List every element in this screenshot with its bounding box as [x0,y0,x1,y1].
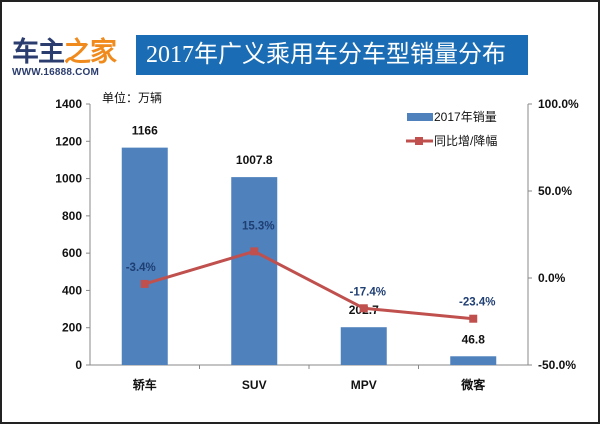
bar-value-label: 1166 [132,124,158,138]
logo: 车主之家 WWW.16888.COM [12,37,124,78]
line-marker [359,304,368,313]
logo-text: 车主之家 [12,37,124,67]
left-tick-label: 1200 [55,134,82,148]
line-marker [250,247,259,256]
category-label: 轿车 [133,377,157,392]
left-tick-label: 1400 [55,97,82,111]
bar [450,356,497,365]
left-tick-label: 1000 [55,172,82,186]
logo-name-a: 车主 [12,37,65,67]
line-marker [469,314,478,323]
bar-value-label: 46.8 [462,332,486,346]
right-tick-label: 0.0% [538,271,566,285]
category-label: MPV [351,378,377,392]
category-label: SUV [242,378,267,392]
category-label: 微客 [460,377,486,392]
right-tick-label: -50.0% [538,358,576,372]
legend-bar-label: 2017年销量 [434,110,497,124]
line-value-label: -23.4% [459,297,495,309]
bar-value-label: 1007.8 [236,153,273,167]
bar [231,177,278,365]
logo-url: WWW.16888.COM [12,67,100,78]
left-tick-label: 0 [75,358,82,372]
right-tick-label: 50.0% [538,184,572,198]
left-tick-label: 800 [62,209,82,223]
left-tick-label: 400 [62,283,82,297]
line-value-label: 15.3% [242,220,275,232]
bar [121,147,168,365]
chart-title: 2017年广义乘用车分车型销量分布 [136,35,528,75]
left-tick-label: 200 [62,321,82,335]
bar [340,327,387,365]
line-value-label: -3.4% [126,262,156,274]
line-value-label: -17.4% [350,286,386,298]
legend-line-label: 同比增/降幅 [434,133,497,148]
line-marker [140,279,149,288]
legend-line-marker [415,137,423,145]
legend-bar-swatch [407,113,433,121]
unit-label: 单位：万辆 [102,90,162,105]
line-series [144,249,474,321]
left-tick-label: 600 [62,246,82,260]
right-tick-label: 100.0% [538,97,579,111]
logo-name-b: 之家 [64,37,117,67]
